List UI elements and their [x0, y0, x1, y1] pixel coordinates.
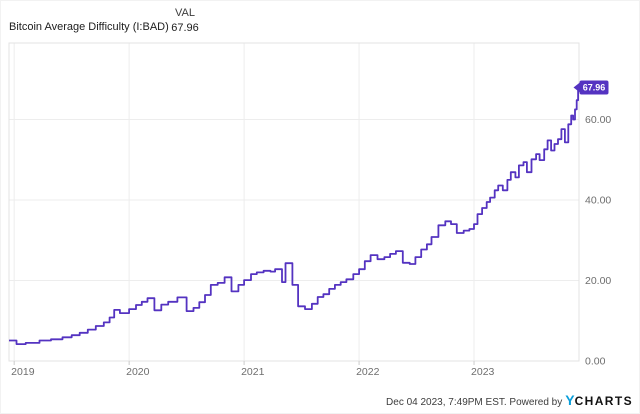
difficulty-series-line [9, 86, 579, 345]
y-axis-labels: 0.00 20.00 40.00 60.00 [585, 114, 611, 368]
ycharts-logo: YCHARTS [565, 392, 633, 410]
ycharts-logo-charts: CHARTS [574, 394, 633, 408]
val-column: VAL 67.96 [159, 7, 211, 34]
y-axis-label: 0.00 [585, 356, 606, 368]
chart-title: Bitcoin Average Difficulty (I:BAD) [9, 21, 169, 33]
y-axis-label: 20.00 [585, 275, 611, 287]
value-badge-label: 67.96 [583, 83, 606, 93]
value-badge: 67.96 [573, 80, 609, 95]
chart-footer: Dec 04 2023, 7:49PM EST. Powered by YCHA… [386, 392, 633, 408]
ycharts-logo-y: Y [565, 392, 575, 408]
x-axis-label: 2020 [126, 366, 150, 378]
y-axis-label: 60.00 [585, 114, 611, 126]
x-axis-label: 2022 [356, 366, 380, 378]
x-axis-labels: 2019 2020 2021 2022 2023 [11, 366, 494, 378]
gridlines [9, 43, 579, 361]
x-axis-label: 2021 [241, 366, 265, 378]
series-current-value: 67.96 [171, 22, 199, 34]
axis-ticks [13, 361, 475, 365]
footer-timestamp: Dec 04 2023, 7:49PM EST. Powered by [386, 397, 563, 408]
y-axis-label: 40.00 [585, 194, 611, 206]
x-axis-label: 2019 [11, 366, 35, 378]
val-column-header: VAL [175, 7, 195, 19]
x-axis-label: 2023 [471, 366, 495, 378]
plot-border [8, 42, 580, 362]
